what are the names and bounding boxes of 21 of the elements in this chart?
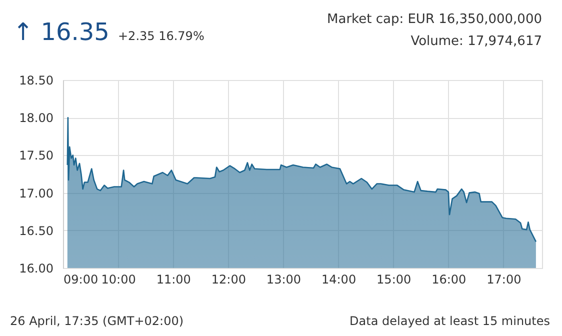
x-tick-label: 12:00	[211, 272, 246, 286]
y-tick-label: 16.00	[19, 262, 54, 276]
x-tick-label: 11:00	[156, 272, 191, 286]
y-tick-label: 18.50	[19, 74, 54, 88]
x-tick-label: 13:00	[266, 272, 302, 286]
y-tick-label: 17.50	[19, 148, 54, 163]
x-tick-label: 15:00	[376, 272, 412, 286]
x-tick-label: 16:00	[432, 272, 466, 286]
y-tick-label: 18.00	[19, 111, 54, 126]
y-tick-label: 16.50	[19, 224, 54, 238]
y-tick-label: 17.00	[19, 186, 54, 200]
text: Volume: 17,974,617	[410, 34, 542, 49]
text: 26 April, 17:35 (GMT+02:00)	[10, 314, 184, 328]
text: Data delayed at least 15 minutes	[350, 314, 550, 328]
x-tick-label: 17:00	[486, 272, 522, 286]
chart-title: ↑ 16.35	[13, 18, 110, 46]
x-tick-label: 14:00	[321, 272, 356, 286]
x-tick-label: 10:00	[101, 272, 136, 286]
chart-subtitle: +2.35 16.79%	[118, 29, 204, 43]
x-tick-label: 09:00	[64, 272, 98, 286]
text: Market cap: EUR 16,350,000,000	[327, 12, 542, 27]
